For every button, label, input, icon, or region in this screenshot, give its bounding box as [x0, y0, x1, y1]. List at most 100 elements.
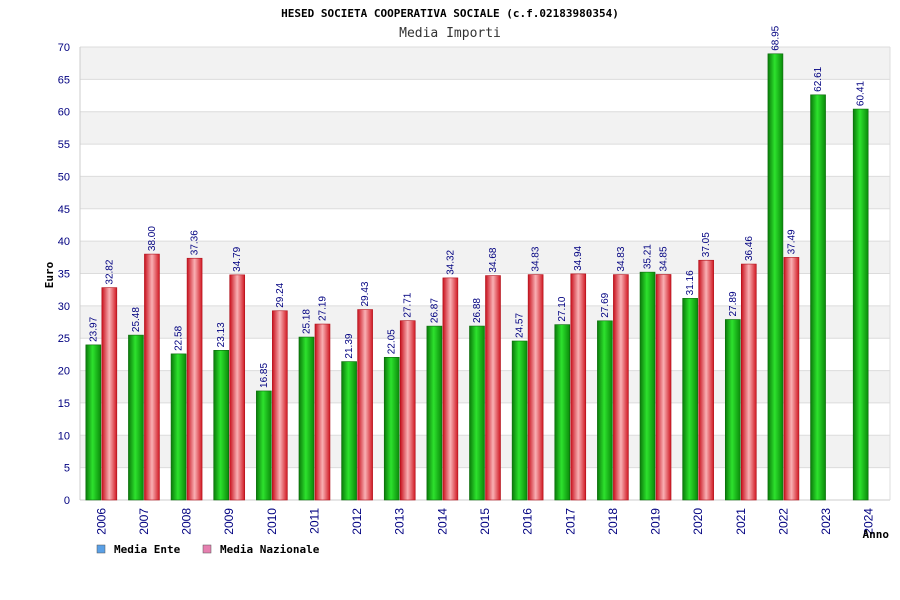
x-tick-label: 2023 [819, 508, 833, 535]
legend-label-media-ente: Media Ente [114, 543, 181, 556]
bar-media-nazionale-2006 [101, 287, 118, 501]
y-tick-label: 35 [58, 269, 70, 281]
x-tick-label: 2018 [606, 508, 620, 535]
x-tick-label: 2011 [307, 508, 321, 534]
y-tick-label: 65 [58, 74, 70, 86]
bar-media-ente-2010 [256, 390, 272, 501]
x-tick-label: 2014 [435, 508, 449, 535]
legend-label-media-nazionale: Media Nazionale [220, 543, 320, 556]
bar-media-nazionale-2022 [783, 257, 800, 501]
bar-media-nazionale-2007 [144, 253, 160, 501]
bar-media-nazionale-2018 [613, 274, 629, 501]
bar-media-ente-2023 [810, 94, 826, 501]
value-label: 34.85 [659, 246, 670, 271]
x-tick-label: 2024 [862, 508, 876, 535]
y-tick-label: 10 [58, 430, 70, 442]
value-label: 27.19 [317, 296, 328, 321]
bar-media-ente-2016 [511, 340, 528, 501]
value-label: 68.95 [770, 25, 781, 50]
y-tick-label: 5 [64, 463, 70, 475]
bar-media-ente-2008 [170, 353, 187, 501]
value-label: 22.58 [174, 325, 185, 350]
bar-media-ente-2020 [682, 298, 698, 501]
chart-subtitle: Media Importi [399, 26, 501, 41]
plot-band [80, 176, 890, 209]
bar-media-ente-2014 [426, 325, 443, 501]
bar-media-ente-2006 [85, 344, 102, 501]
bars [85, 53, 869, 501]
value-label: 37.05 [701, 232, 712, 257]
value-label: 34.94 [573, 245, 584, 270]
bar-media-ente-2013 [383, 357, 400, 501]
bar-media-ente-2019 [639, 271, 656, 501]
y-tick-label: 50 [58, 171, 70, 183]
bar-media-nazionale-2020 [698, 259, 714, 501]
x-tick-label: 2007 [137, 508, 151, 535]
bar-media-nazionale-2011 [314, 323, 331, 501]
x-tick-label: 2015 [478, 508, 492, 535]
legend-swatch-media-nazionale [202, 544, 212, 554]
value-label: 29.43 [360, 281, 371, 306]
x-tick-label: 2019 [649, 508, 663, 535]
y-tick-label: 20 [58, 366, 70, 378]
x-tick-label: 2021 [734, 508, 748, 535]
x-axis-ticks: 2006 2007 2008 2009 2010 2011 2012 2013 2014 2015… [94, 508, 875, 535]
bar-media-ente-2022 [767, 53, 784, 501]
value-label: 25.48 [131, 307, 142, 332]
value-labels: 23.97 32.82 25.48 38.00 22.58 37.36 23.13 34.79… [88, 25, 866, 388]
bar-media-nazionale-2014 [442, 277, 459, 501]
x-tick-label: 2010 [265, 508, 279, 535]
bar-media-ente-2024 [852, 108, 869, 501]
bar-media-nazionale-2021 [740, 263, 757, 501]
value-label: 60.41 [856, 81, 867, 106]
value-label: 23.13 [216, 322, 227, 347]
value-label: 24.57 [515, 313, 526, 338]
value-label: 26.88 [472, 298, 483, 323]
value-label: 34.68 [488, 247, 499, 272]
bar-media-nazionale-2013 [399, 320, 416, 501]
value-label: 16.85 [259, 362, 270, 387]
x-tick-label: 2016 [521, 508, 535, 535]
y-tick-label: 15 [58, 398, 70, 410]
bar-media-nazionale-2015 [485, 275, 501, 501]
x-tick-label: 2020 [691, 508, 705, 535]
value-label: 27.69 [600, 292, 611, 317]
bar-media-ente-2011 [298, 336, 315, 501]
value-label: 34.83 [531, 246, 542, 271]
bar-media-ente-2009 [213, 350, 230, 501]
value-label: 21.39 [344, 333, 355, 358]
value-label: 29.24 [275, 282, 286, 307]
bar-media-ente-2018 [597, 320, 613, 501]
bar-media-nazionale-2009 [229, 274, 246, 501]
bar-media-nazionale-2012 [357, 309, 373, 501]
bar-media-ente-2017 [554, 324, 571, 501]
x-tick-label: 2006 [94, 508, 108, 535]
y-axis-ticks: 0 5 10 15 20 25 30 35 40 45 50 55 60 65 70 [58, 42, 70, 507]
plot-band [80, 111, 890, 145]
value-label: 27.71 [403, 292, 414, 317]
value-label: 23.97 [88, 316, 99, 341]
y-axis-label: Euro [43, 261, 56, 288]
y-tick-label: 25 [58, 333, 70, 345]
bar-media-ente-2007 [128, 334, 144, 501]
value-label: 34.79 [232, 246, 243, 271]
value-label: 34.32 [445, 249, 456, 274]
y-tick-label: 45 [58, 204, 70, 216]
bar-media-nazionale-2017 [570, 273, 587, 501]
y-tick-label: 70 [58, 42, 70, 54]
bar-media-ente-2012 [341, 361, 357, 501]
legend: Media Ente Media Nazionale [96, 543, 320, 556]
value-label: 26.87 [429, 298, 440, 323]
value-label: 22.05 [387, 329, 398, 354]
x-tick-label: 2012 [350, 508, 364, 535]
y-tick-label: 0 [64, 495, 70, 507]
value-label: 37.49 [786, 229, 797, 254]
bar-media-nazionale-2016 [527, 274, 544, 501]
value-label: 36.46 [744, 236, 755, 261]
x-axis-label: Anno [863, 528, 890, 541]
value-label: 27.89 [728, 291, 739, 316]
y-tick-label: 30 [58, 301, 70, 313]
y-tick-label: 40 [58, 236, 70, 248]
value-label: 37.36 [190, 230, 201, 255]
